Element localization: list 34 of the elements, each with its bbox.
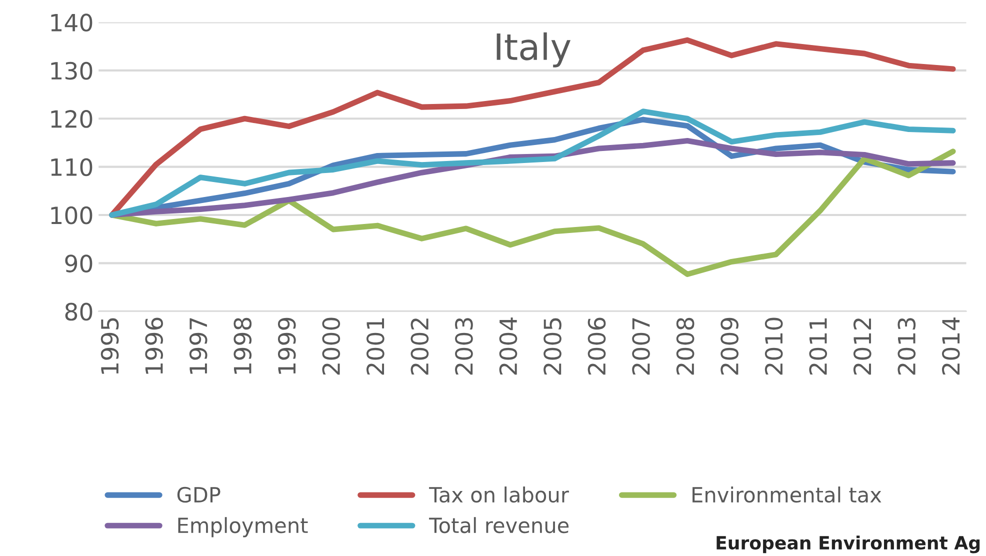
y-tick-label: 110: [51, 158, 92, 176]
y-tick-label: 140: [51, 14, 92, 32]
x-tick-label: 1999: [278, 318, 296, 374]
x-tick-label: 2006: [588, 318, 606, 375]
x-tick-label: 2013: [898, 318, 916, 375]
legend-label: GDP: [177, 486, 220, 503]
x-tick-label: 2008: [676, 318, 694, 375]
x-tick-label: 1996: [145, 318, 163, 374]
x-tick-label: 2007: [632, 318, 650, 375]
x-tick-label: 2012: [853, 318, 872, 375]
y-tick-label: 120: [51, 110, 92, 128]
x-tick-label: 2004: [499, 318, 518, 375]
legend-label: Tax on labour: [429, 486, 569, 503]
y-tick-label: 90: [65, 254, 92, 272]
x-tick-label: 2010: [764, 318, 783, 375]
x-tick-label: 2005: [544, 318, 562, 375]
legend-label: Employment: [178, 517, 308, 538]
x-tick-label: 1998: [234, 318, 252, 374]
x-tick-label: 2014: [942, 318, 960, 375]
x-tick-label: 2003: [455, 318, 473, 375]
x-tick-label: 2001: [366, 318, 384, 375]
legend-label: Total revenue: [429, 517, 569, 534]
y-tick-label: 130: [51, 62, 92, 80]
x-tick-label: 2011: [809, 318, 828, 375]
legend-label: Environmental tax: [692, 486, 882, 503]
x-tick-label: 1995: [100, 318, 119, 374]
chart-title: Italy: [496, 32, 571, 68]
y-tick-label: 80: [65, 302, 92, 321]
text: European Environment Ag: [716, 536, 980, 554]
y-tick-label: 100: [51, 206, 92, 224]
x-tick-label: 2002: [410, 318, 429, 375]
x-tick-label: 2000: [322, 318, 340, 375]
x-tick-label: 1997: [189, 318, 208, 374]
x-tick-label: 2009: [720, 318, 739, 375]
